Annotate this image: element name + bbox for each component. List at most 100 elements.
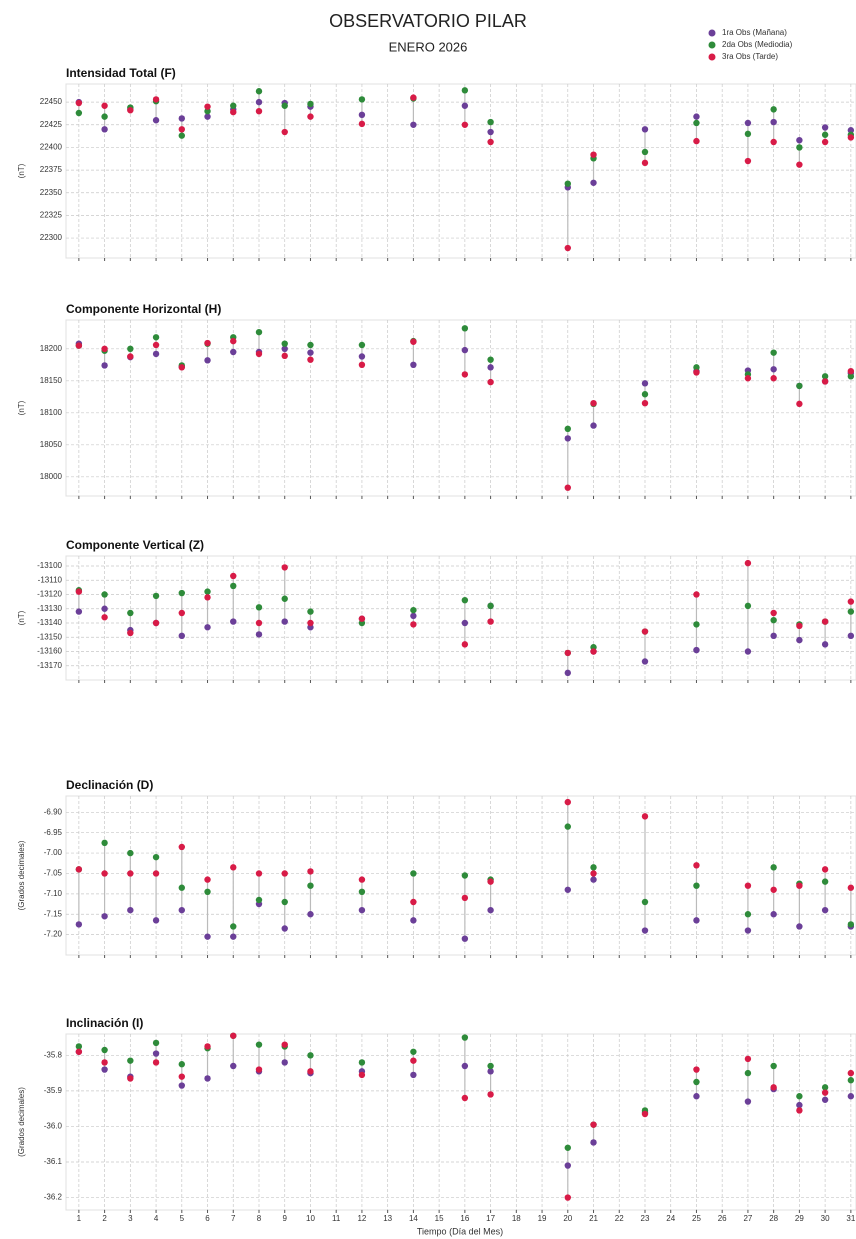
data-point [693, 364, 700, 371]
data-point [821, 131, 829, 138]
data-point [461, 325, 469, 332]
data-point [796, 161, 803, 168]
data-point [152, 1039, 160, 1047]
data-point [358, 876, 366, 883]
data-point [281, 564, 288, 571]
data-point [101, 614, 108, 621]
x-tick-label: 8 [257, 1214, 262, 1223]
data-point [75, 109, 83, 117]
x-tick-label: 25 [692, 1214, 701, 1223]
data-point [770, 632, 777, 640]
x-tick-label: 26 [718, 1214, 727, 1223]
data-point [281, 595, 288, 602]
data-point [641, 391, 649, 398]
data-point [152, 917, 160, 924]
data-point [204, 888, 211, 896]
data-point [821, 378, 829, 385]
data-point [281, 352, 288, 360]
data-point [847, 373, 855, 380]
x-tick-label: 20 [563, 1214, 572, 1223]
data-point [641, 813, 649, 820]
data-point [461, 87, 469, 94]
x-tick-label: 29 [795, 1214, 804, 1223]
data-point [744, 1055, 752, 1063]
x-tick-label: 30 [821, 1214, 830, 1223]
data-point [127, 1075, 134, 1082]
x-tick-label: 22 [615, 1214, 624, 1223]
data-point [307, 619, 314, 627]
plot-area [65, 555, 856, 681]
data-point [461, 872, 469, 879]
data-point [75, 608, 83, 615]
data-point [796, 1107, 803, 1114]
legend-label: 1ra Obs (Mañana) [722, 28, 787, 37]
data-point [796, 144, 803, 151]
x-tick-label: 12 [357, 1214, 366, 1223]
data-point [230, 582, 237, 590]
y-tick-label: 22325 [40, 211, 63, 220]
data-point [75, 921, 83, 928]
data-point [641, 400, 649, 407]
data-point [770, 1062, 777, 1070]
y-tick-label: -6.95 [44, 828, 63, 837]
data-point [75, 1043, 83, 1050]
data-point [255, 328, 263, 336]
data-point [230, 1062, 237, 1070]
data-point [693, 621, 700, 628]
y-tick-label: 18150 [40, 376, 63, 385]
data-point [230, 102, 237, 109]
data-point [770, 118, 777, 126]
data-point [821, 641, 829, 648]
data-point [255, 88, 263, 95]
data-point [358, 1059, 366, 1066]
data-point [307, 100, 314, 108]
data-point [796, 1093, 803, 1100]
data-point [255, 98, 263, 106]
data-point [821, 618, 829, 625]
data-point [564, 798, 571, 806]
data-point [178, 843, 185, 851]
data-point [152, 619, 160, 627]
data-point [101, 113, 108, 120]
y-tick-label: -7.15 [44, 909, 63, 918]
data-point [255, 631, 263, 638]
data-point [204, 113, 211, 120]
data-point [152, 1050, 160, 1057]
data-point [410, 870, 417, 877]
data-point [821, 373, 829, 380]
data-point [693, 882, 700, 889]
data-point [204, 1043, 211, 1050]
data-point [487, 906, 494, 914]
data-point [358, 615, 366, 622]
data-point [101, 126, 108, 133]
y-tick-label: -36.2 [44, 1193, 63, 1202]
data-point [152, 117, 160, 124]
data-point [693, 917, 700, 924]
data-point [461, 346, 469, 354]
data-point [255, 619, 263, 627]
data-point [847, 1093, 855, 1100]
data-point [307, 341, 314, 349]
data-point [281, 618, 288, 625]
data-point [230, 933, 237, 940]
x-tick-label: 9 [283, 1214, 288, 1223]
x-tick-label: 10 [306, 1214, 315, 1223]
data-point [796, 636, 803, 644]
data-point [255, 604, 263, 611]
data-point [230, 337, 237, 345]
data-point [204, 107, 211, 115]
legend-marker [708, 29, 716, 37]
x-tick-label: 18 [512, 1214, 521, 1223]
data-point [178, 115, 185, 122]
data-point [410, 338, 417, 345]
data-point [821, 866, 829, 873]
data-point [564, 435, 571, 442]
data-point [641, 380, 649, 387]
x-tick-label: 11 [332, 1214, 341, 1223]
data-point [770, 1084, 777, 1091]
data-point [770, 349, 777, 356]
data-point [281, 345, 288, 352]
data-point [744, 157, 752, 165]
data-point [152, 96, 160, 103]
data-point [281, 128, 288, 136]
